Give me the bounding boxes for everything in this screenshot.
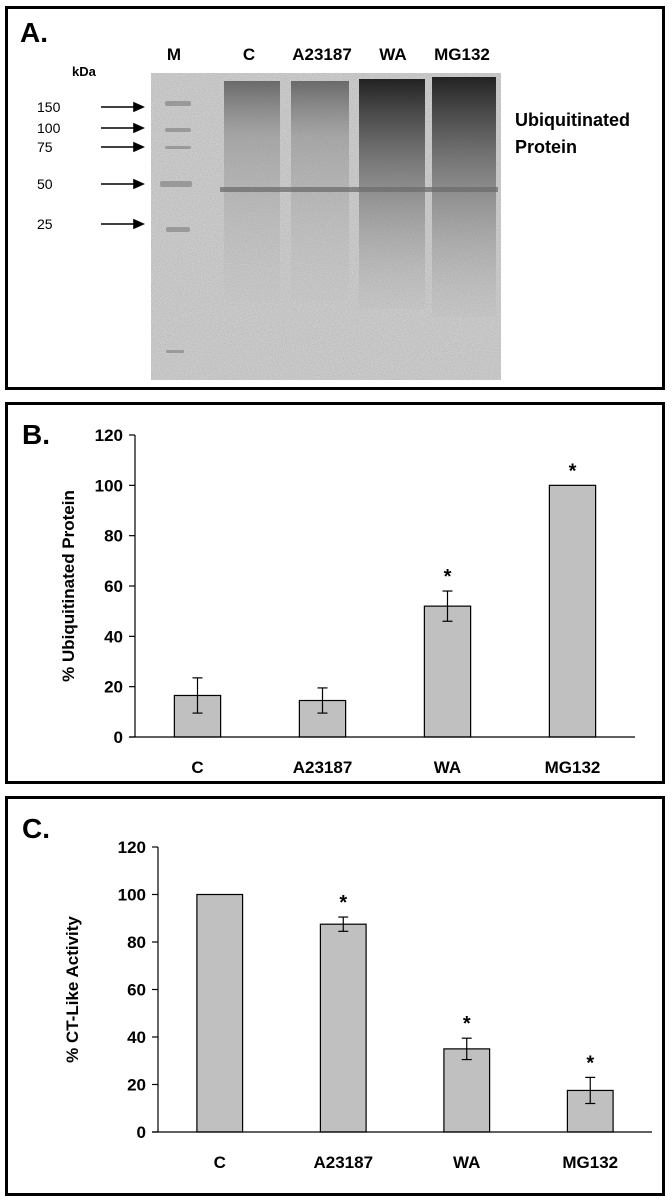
- chart-b-bar: [423, 605, 472, 738]
- lane-label-wa: WA: [379, 45, 406, 64]
- chart-c-significance-marker: *: [586, 1052, 594, 1074]
- ct-like-activity-chart: 0 20 40 60 80 100 120 C * A23187 * WA * MG132 % CT-Lik…: [63, 838, 652, 1172]
- chart-b-ytick-label: 60: [104, 577, 123, 596]
- chart-b-bar: [548, 484, 597, 738]
- chart-b-significance-marker: *: [569, 460, 577, 482]
- chart-c-ytick-label: 80: [127, 933, 146, 952]
- chart-b-ytick-label: 40: [104, 627, 123, 646]
- chart-b-ytick-label: 0: [114, 728, 123, 747]
- chart-c-bar: [196, 893, 244, 1133]
- panel-a: A. M C A23187 WA MG132 kDa: [5, 6, 665, 390]
- chart-b-ytick-label: 20: [104, 678, 123, 697]
- chart-b-ytick-label: 100: [95, 476, 123, 495]
- panel-a-label: A.: [20, 17, 48, 48]
- chart-b-significance-marker: *: [444, 566, 452, 588]
- marker-100-label: 100: [37, 120, 61, 136]
- annotation-line-1: Ubiquitinated: [515, 110, 630, 130]
- chart-b-category-label: MG132: [545, 758, 601, 777]
- chart-c-ytick-label: 20: [127, 1076, 146, 1095]
- chart-c-significance-marker: *: [463, 1013, 471, 1035]
- lane-label-mg132: MG132: [434, 45, 490, 64]
- panel-b-label: B.: [22, 419, 50, 450]
- chart-c-y-axis-title: % CT-Like Activity: [63, 916, 82, 1063]
- chart-b-category-label: C: [191, 758, 203, 777]
- chart-c-significance-marker: *: [339, 892, 347, 914]
- lane-label-c: C: [243, 45, 255, 64]
- chart-b-category-label: WA: [434, 758, 461, 777]
- chart-b-ytick-label: 120: [95, 426, 123, 445]
- chart-c-category-label: C: [214, 1153, 226, 1172]
- marker-arrows: [101, 101, 145, 230]
- chart-c-category-label: WA: [453, 1153, 480, 1172]
- chart-b-y-axis-title: % Ubiquitinated Protein: [59, 490, 78, 682]
- panel-c-label: C.: [22, 813, 50, 844]
- marker-75-label: 75: [37, 139, 53, 155]
- marker-25-label: 25: [37, 216, 53, 232]
- chart-b-category-label: A23187: [293, 758, 353, 777]
- panel-c: C. 0 20 40 60 80 100 120 C * A23187 * WA * MG132 % CT-…: [5, 796, 665, 1196]
- marker-50-label: 50: [37, 176, 53, 192]
- chart-c-bar: [319, 923, 367, 1133]
- chart-c-ytick-label: 100: [118, 886, 146, 905]
- chart-c-ytick-label: 120: [118, 838, 146, 857]
- ubiquitinated-protein-chart: 0 20 40 60 80 100 120 C A23187 * WA * MG132 % Ubiquit…: [59, 426, 635, 777]
- chart-c-bar: [443, 1048, 491, 1133]
- lane-label-m: M: [167, 45, 181, 64]
- annotation-line-2: Protein: [515, 137, 577, 157]
- marker-150-label: 150: [37, 99, 61, 115]
- chart-c-category-label: MG132: [562, 1153, 618, 1172]
- western-blot-figure: M C A23187 WA MG132 kDa 150 100 75 50 25: [37, 45, 630, 380]
- chart-b-ytick-label: 80: [104, 527, 123, 546]
- blot-image: [151, 73, 501, 380]
- panel-b: B. 0 20 40 60 80 100 120 C A23187 * WA * MG132 % Ubiq…: [5, 402, 665, 784]
- lane-label-a23187: A23187: [292, 45, 352, 64]
- kda-unit-label: kDa: [72, 64, 97, 79]
- chart-c-ytick-label: 40: [127, 1028, 146, 1047]
- chart-c-category-label: A23187: [313, 1153, 373, 1172]
- chart-c-ytick-label: 60: [127, 981, 146, 1000]
- chart-b-bar: [298, 699, 347, 738]
- chart-c-ytick-label: 0: [137, 1123, 146, 1142]
